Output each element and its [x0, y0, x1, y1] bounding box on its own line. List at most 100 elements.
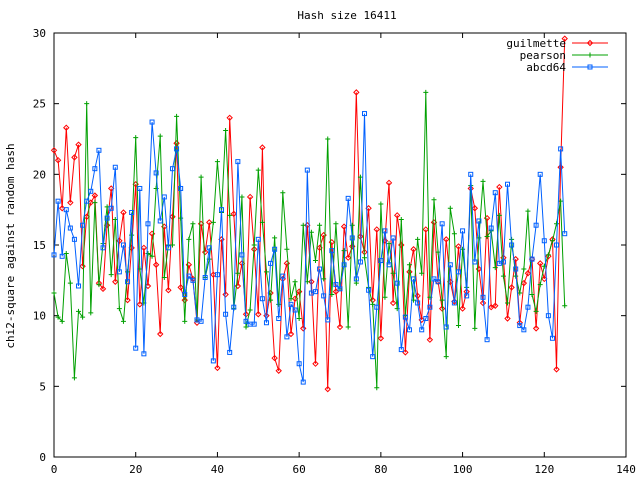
data-point-pearson	[447, 205, 453, 211]
data-point-abcd64	[325, 317, 331, 323]
data-point-abcd64	[141, 351, 147, 357]
data-point-guilmette	[230, 210, 237, 218]
data-point-abcd64	[133, 345, 139, 351]
data-point-guilmette	[246, 193, 254, 201]
data-point-pearson	[419, 270, 425, 276]
data-point-abcd64	[251, 321, 257, 327]
data-point-pearson	[312, 258, 318, 264]
data-point-abcd64	[378, 258, 384, 264]
data-point-abcd64	[80, 222, 86, 228]
data-point-guilmette	[120, 209, 127, 216]
series-abcd64	[51, 111, 568, 385]
data-point-guilmette	[385, 179, 393, 187]
data-point-abcd64	[59, 253, 65, 259]
data-point-abcd64	[96, 147, 102, 153]
data-point-pearson	[243, 324, 249, 330]
data-point-guilmette	[275, 367, 282, 374]
y-tick-label: 10	[33, 310, 46, 323]
data-point-pearson	[133, 135, 139, 141]
data-point-pearson	[210, 219, 216, 225]
data-point-abcd64	[545, 313, 551, 319]
data-point-pearson	[120, 318, 126, 324]
data-point-guilmette	[312, 360, 319, 367]
data-point-abcd64	[382, 228, 388, 234]
data-point-pearson	[443, 354, 449, 360]
data-point-abcd64	[558, 146, 564, 152]
data-point-abcd64	[219, 207, 225, 213]
data-point-abcd64	[112, 164, 118, 170]
data-point-abcd64	[145, 221, 151, 227]
data-point-guilmette	[67, 199, 74, 206]
data-point-pearson	[300, 222, 306, 228]
data-point-guilmette	[520, 279, 528, 287]
data-point-guilmette	[377, 335, 385, 342]
data-point-abcd64	[386, 262, 392, 268]
data-point-abcd64	[161, 194, 167, 200]
data-point-pearson	[533, 308, 539, 314]
data-point-pearson	[76, 308, 82, 314]
data-point-abcd64	[562, 231, 568, 237]
data-point-guilmette	[455, 243, 462, 250]
data-point-guilmette	[557, 164, 564, 171]
data-point-pearson	[71, 375, 77, 381]
data-point-abcd64	[554, 242, 560, 248]
data-point-abcd64	[223, 311, 229, 317]
data-point-pearson	[480, 178, 486, 184]
data-point-pearson	[88, 310, 94, 316]
chart-title: Hash size 16411	[297, 9, 396, 22]
data-point-abcd64	[272, 246, 278, 252]
data-point-abcd64	[288, 301, 294, 307]
data-point-pearson	[517, 290, 523, 296]
data-point-abcd64	[243, 318, 249, 324]
data-point-abcd64	[464, 293, 470, 299]
data-point-pearson	[169, 242, 175, 248]
data-point-abcd64	[321, 293, 327, 299]
data-point-abcd64	[129, 209, 135, 215]
axis-ticks: 0 20 40 60 80 100 120 140 0 5 10 15 20 25 30	[33, 27, 636, 476]
data-point-abcd64	[517, 323, 523, 329]
data-point-abcd64	[231, 304, 237, 310]
data-point-abcd64	[100, 245, 106, 251]
data-point-guilmette	[553, 366, 560, 373]
x-tick-label: 80	[374, 463, 387, 476]
x-tick-label: 40	[211, 463, 224, 476]
data-point-abcd64	[300, 379, 306, 385]
data-point-guilmette	[79, 262, 86, 270]
data-point-pearson	[529, 291, 535, 297]
data-point-abcd64	[480, 294, 486, 300]
legend-marker	[587, 52, 593, 58]
data-point-abcd64	[500, 259, 506, 265]
data-point-abcd64	[349, 235, 355, 241]
data-point-abcd64	[549, 335, 555, 341]
data-point-pearson	[80, 314, 86, 320]
data-point-guilmette	[165, 287, 172, 294]
data-point-pearson	[67, 280, 73, 286]
data-point-pearson	[333, 221, 339, 227]
data-point-abcd64	[190, 277, 196, 283]
data-point-abcd64	[455, 269, 461, 275]
data-point-pearson	[157, 133, 163, 139]
data-point-pearson	[398, 217, 404, 223]
y-tick-label: 0	[39, 451, 46, 464]
data-point-pearson	[357, 174, 363, 180]
data-point-abcd64	[182, 291, 188, 297]
data-point-abcd64	[406, 327, 412, 333]
data-point-guilmette	[504, 315, 511, 322]
data-point-guilmette	[206, 219, 213, 226]
data-point-guilmette	[112, 278, 119, 285]
data-point-abcd64	[263, 320, 269, 326]
data-point-guilmette	[336, 323, 344, 331]
data-point-pearson	[374, 385, 380, 391]
data-point-pearson	[63, 250, 69, 256]
data-point-pearson	[280, 190, 286, 196]
data-point-abcd64	[333, 282, 339, 288]
data-point-pearson	[329, 291, 335, 297]
data-point-abcd64	[357, 259, 363, 265]
data-point-pearson	[182, 318, 188, 324]
data-point-pearson	[96, 282, 102, 288]
data-point-abcd64	[304, 167, 310, 173]
data-point-pearson	[484, 234, 490, 240]
data-point-abcd64	[317, 266, 323, 272]
data-point-guilmette	[157, 330, 164, 338]
data-point-pearson	[178, 215, 184, 221]
